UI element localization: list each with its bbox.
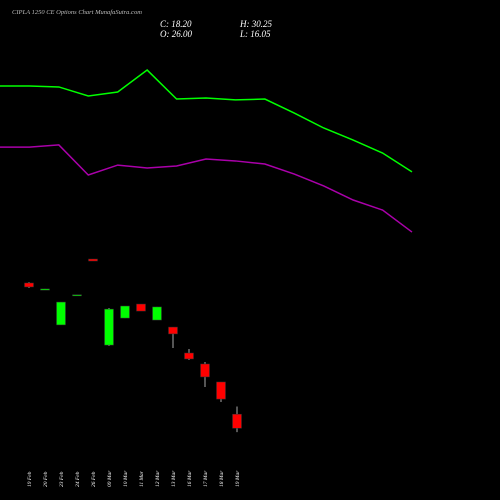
x-tick-label: 12 Mar — [155, 470, 161, 487]
chart-title: CIPLA 1250 CE Options Chart MunafaSutra.… — [12, 9, 142, 16]
x-tick-label: 17 Mar — [203, 470, 209, 487]
candle-body — [184, 352, 194, 360]
x-tick-label: 26 Feb — [91, 471, 97, 487]
ohlc-label: O: 26.00 — [160, 29, 192, 39]
candle-body — [40, 288, 50, 291]
x-tick-label: 20 Feb — [43, 471, 49, 487]
ohlc-label: H: 30.25 — [239, 19, 272, 29]
x-tick-label: 23 Feb — [59, 471, 65, 487]
candle-body — [232, 413, 242, 429]
x-tick-label: 19 Mar — [235, 470, 241, 487]
x-tick-label: 18 Mar — [219, 470, 225, 487]
candle-body — [56, 301, 66, 326]
line-series — [0, 144, 413, 233]
candle-body — [216, 381, 226, 400]
x-tick-label: 19 Feb — [27, 471, 33, 487]
candle-body — [88, 258, 98, 262]
x-tick-label: 24 Feb — [74, 471, 81, 487]
ohlc-label: C: 18.20 — [160, 19, 192, 29]
line-series — [0, 69, 413, 173]
x-tick-label: 10 Mar — [123, 470, 129, 487]
x-tick-label: 16 Mar — [187, 470, 193, 487]
candle-body — [72, 294, 82, 297]
candle-body — [104, 308, 114, 346]
candle-body — [136, 303, 146, 312]
candle-body — [120, 305, 130, 319]
candle-body — [200, 363, 210, 378]
candle-body — [152, 306, 162, 321]
ohlc-label: L: 16.05 — [239, 29, 271, 39]
x-tick-label: 09 Mar — [107, 470, 113, 487]
x-tick-label: 13 Mar — [171, 470, 177, 487]
x-tick-label: 11 Mar — [139, 470, 145, 487]
candle-body — [24, 282, 34, 288]
candle-body — [168, 326, 178, 335]
